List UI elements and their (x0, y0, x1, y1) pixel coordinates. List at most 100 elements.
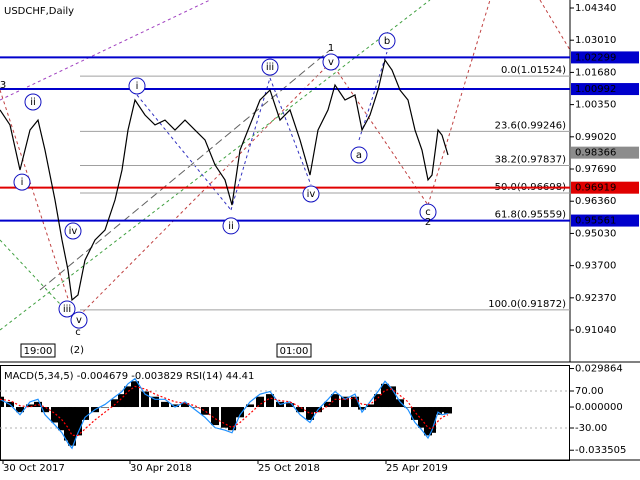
x-tick-label: 30 Oct 2017 (3, 463, 65, 474)
wave-label: c (425, 207, 431, 218)
histogram-bar (358, 407, 366, 410)
y2-tick-label: -30.00 (575, 423, 607, 434)
histogram-bar (286, 403, 294, 408)
trend-line (269, 77, 312, 186)
histogram-bar (236, 407, 244, 418)
wave-label: ii (228, 221, 234, 232)
histogram-bar (228, 407, 236, 431)
histogram-bar (211, 407, 219, 426)
histogram-bar (341, 396, 349, 408)
histogram-bar (0, 396, 4, 408)
wave-circle (261, 58, 279, 76)
fib-label: 38.2(0.97837) (495, 154, 567, 165)
y-tick-label: 1.00350 (575, 100, 616, 111)
time-marker-label: 01:00 (280, 346, 309, 357)
histogram-bar (296, 407, 304, 413)
histogram-bar (438, 407, 446, 413)
histogram-bar (141, 391, 149, 408)
trend-line (330, 61, 429, 206)
y-tick-label: 1.01680 (575, 67, 616, 78)
y-tick-label: 0.91040 (575, 325, 616, 336)
chart-title: USDCHF,Daily (4, 6, 74, 17)
wave-circle (419, 203, 437, 221)
histogram-bar (41, 407, 49, 413)
histogram-bar (74, 407, 82, 436)
wave-circle (24, 93, 42, 111)
macd-title: MACD(5,34,5) -0.004679 -0.003829 RSI(14)… (4, 371, 254, 382)
trend-line (539, 0, 571, 51)
histogram-bar (428, 407, 436, 433)
y-tick-label: 0.000000 (575, 402, 623, 413)
wave-label: i (136, 81, 139, 92)
histogram-bar (81, 407, 89, 420)
histogram-bar (58, 407, 66, 431)
wave-circle (322, 53, 340, 71)
trend-line (230, 77, 271, 211)
histogram-bar (118, 394, 126, 408)
wave-label: i (21, 177, 24, 188)
fib-label: 100.0(0.91872) (488, 299, 566, 310)
trend-line (136, 94, 232, 211)
series-line (0, 58, 449, 302)
fib-label: 23.6(0.99246) (495, 120, 567, 131)
wave-label: iii (266, 62, 274, 73)
wave-label: v (328, 57, 334, 68)
price-label-box (571, 181, 639, 194)
histogram-bar (181, 403, 189, 408)
histogram-bar (246, 404, 254, 408)
price-label: 1.00992 (575, 84, 616, 95)
series-line (0, 385, 449, 436)
y-tick-label: 1.04340 (575, 3, 616, 14)
wave-circle (378, 32, 396, 50)
histogram-bar (221, 407, 229, 428)
trend-line (74, 61, 332, 321)
wave-label: b (384, 36, 390, 47)
wave-circle (350, 146, 368, 164)
histogram-bar (366, 404, 374, 408)
histogram-bar (131, 381, 139, 408)
price-label: 1.02299 (575, 52, 616, 63)
y-tick-label: 0.96360 (575, 196, 616, 207)
histogram-bar (191, 407, 199, 408)
wave-label: 3 (0, 80, 6, 91)
wave-label: ii (30, 97, 36, 108)
x-tick-label: 25 Oct 2018 (258, 463, 320, 474)
trend-line (0, 0, 211, 101)
y-tick-label: 0.029864 (575, 364, 623, 375)
wave-circle (222, 217, 240, 235)
wave-label: c (75, 327, 81, 338)
wave-circle (302, 185, 320, 203)
time-marker-label: 19:00 (24, 346, 53, 357)
histogram-bar (324, 401, 332, 408)
histogram-bar (306, 407, 314, 420)
histogram-bar (68, 407, 76, 446)
y2-tick-label: 70.00 (575, 386, 604, 397)
price-label: 0.95561 (575, 216, 616, 227)
histogram-bar (161, 401, 169, 408)
histogram-bar (374, 394, 382, 408)
histogram-bar (444, 407, 452, 414)
wave-label: a (356, 150, 362, 161)
histogram-bar (266, 394, 274, 408)
wave-label: 1 (328, 43, 334, 54)
histogram-bar (396, 399, 404, 408)
price-label-box (571, 51, 639, 64)
histogram-bar (124, 386, 132, 408)
y-tick-label: 0.92370 (575, 293, 616, 304)
wave-label: v (76, 315, 82, 326)
wave-label: (2) (70, 345, 84, 356)
histogram-bar (404, 407, 412, 408)
histogram-bar (418, 407, 426, 428)
histogram-bar (256, 396, 264, 408)
x-tick-label: 30 Apr 2018 (130, 463, 192, 474)
price-label-box (571, 214, 639, 227)
wave-circle (70, 311, 88, 329)
x-tick-label: 25 Apr 2019 (386, 463, 448, 474)
histogram-bar (16, 407, 24, 413)
wave-label: iv (69, 226, 78, 237)
histogram-bar (51, 407, 59, 423)
fib-label: 0.0(1.01524) (501, 65, 566, 76)
histogram-bar (331, 394, 339, 408)
